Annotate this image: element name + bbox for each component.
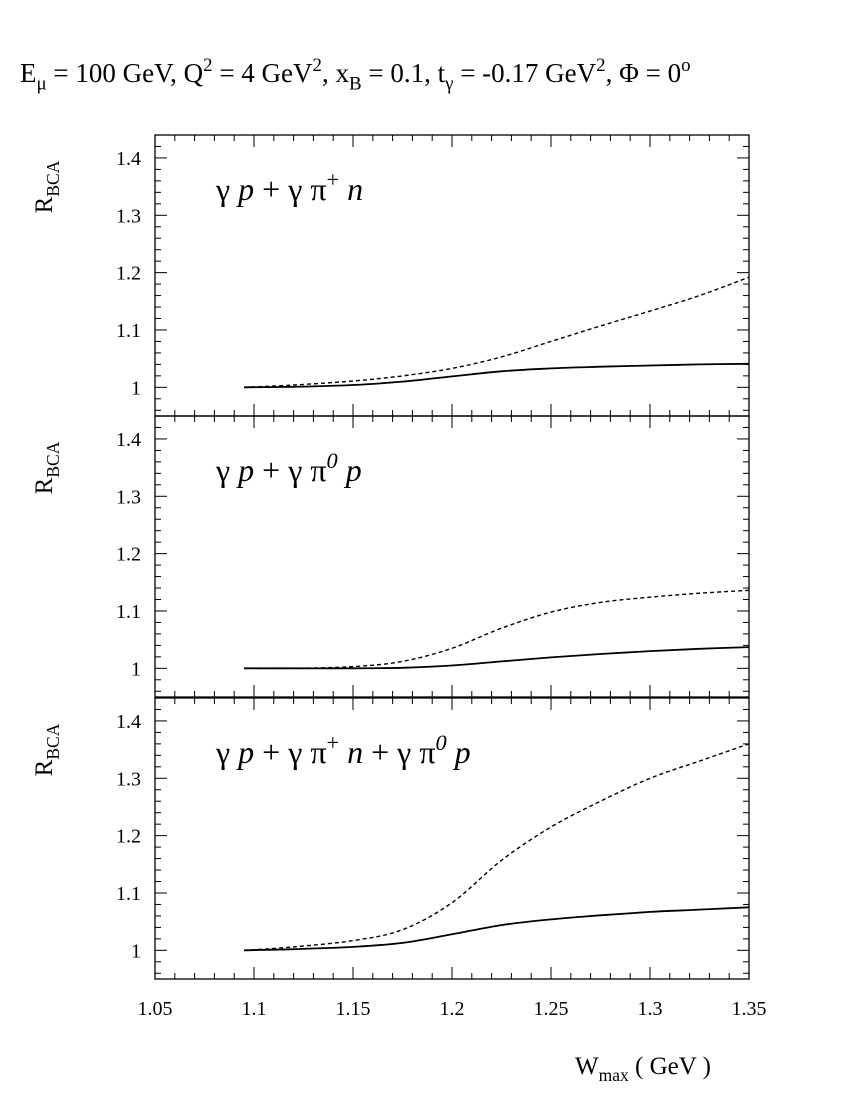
chart-title-part: , x [322, 58, 350, 88]
panel-annotation-part: + γ π [363, 734, 435, 770]
x-tick-label: 1.3 [638, 998, 663, 1020]
panel-annotation-part: n [347, 734, 363, 770]
chart-title-part: 2 [313, 55, 322, 76]
y-tick-label: 1.1 [116, 320, 141, 342]
chart-title-part: 2 [203, 55, 212, 76]
y-tick-label: 1 [131, 658, 141, 680]
chart-title-part: = -0.17 GeV [453, 58, 596, 88]
series-line-dashed [244, 743, 750, 951]
panel-annotation-part: γ [215, 734, 238, 770]
x-tick-label: 1.2 [440, 998, 465, 1020]
panel-2: 1 1.1 1.2 1.3 1.4 RBCA γ p + γ π0 p [31, 415, 750, 698]
panel-annotation-part: p [453, 734, 471, 770]
chart-title-part: E [20, 58, 37, 88]
y-tick-label: 1 [131, 940, 141, 962]
panel-annotation-part: p [344, 452, 362, 488]
y-axis-label-part: BCA [43, 441, 63, 477]
panel-annotation: γ p + γ π0 p [215, 448, 362, 488]
chart-title-part: = 0.1, t [362, 58, 446, 88]
chart-title-part: = 100 GeV, Q [47, 58, 204, 88]
series-line-dashed [244, 589, 750, 670]
panel-annotation-part: 0 [435, 730, 446, 755]
x-axis-label-part: ( GeV ) [629, 1053, 711, 1080]
y-axis-label: RBCA [31, 723, 63, 776]
y-axis-label: RBCA [31, 441, 63, 494]
y-tick-label: 1.4 [116, 429, 141, 451]
y-tick-label: 1.4 [116, 711, 141, 733]
y-axis-label-part: R [31, 196, 58, 213]
panel-3: 1 1.1 1.2 1.3 1.4 1.05 1.1 1.15 1.2 1.25 1.3 1.35 RB… [31, 697, 767, 1020]
panel-annotation-part: p [236, 452, 254, 488]
x-tick-label: 1.1 [242, 998, 267, 1020]
y-tick-label: 1.3 [116, 768, 141, 790]
panel-annotation-part: n [347, 171, 363, 207]
chart-title-part: B [349, 74, 362, 95]
panel-annotation-part: p [236, 734, 254, 770]
panel-annotation-part [338, 452, 346, 488]
series-line-solid [244, 646, 750, 670]
panel-annotation-part: + [326, 730, 339, 755]
panel-annotation: γ p + γ π+ n + γ π0 p [215, 730, 471, 770]
panel-annotation-part [447, 734, 455, 770]
y-axis-label-part: BCA [43, 160, 63, 196]
chart-title-part: o [681, 55, 690, 76]
x-axis-label: Wmax ( GeV ) [575, 1053, 711, 1085]
panel-annotation-part: + γ π [254, 734, 326, 770]
y-tick-label: 1.3 [116, 486, 141, 508]
y-tick-label: 1.2 [116, 544, 141, 566]
y-tick-label: 1 [131, 377, 141, 399]
panel-annotation-part [339, 734, 347, 770]
panel-annotation: γ p + γ π+ n [215, 167, 363, 207]
y-axis-label-part: R [31, 477, 58, 494]
panel-annotation-part: 0 [326, 448, 337, 473]
y-axis-label-part: BCA [43, 723, 63, 759]
panel-annotation-part: + γ π [254, 452, 326, 488]
panel-annotation-part: p [236, 171, 254, 207]
x-tick-label: 1.05 [138, 998, 173, 1020]
x-tick-label: 1.25 [534, 998, 569, 1020]
y-axis-label-part: R [31, 759, 58, 776]
y-tick-label: 1.2 [116, 263, 141, 285]
y-tick-label: 1.4 [116, 148, 141, 170]
panel-annotation-part: + γ π [254, 171, 326, 207]
x-axis-label-part: W [575, 1053, 599, 1080]
chart-title-part: γ [444, 74, 453, 95]
chart-title: Eμ = 100 GeV, Q2 = 4 GeV2, xB = 0.1, tγ … [20, 55, 691, 94]
panel-1: 1 1.1 1.2 1.3 1.4 RBCA γ p + γ π+ n [31, 134, 750, 417]
series-line-solid [244, 906, 750, 952]
x-tick-label: 1.35 [732, 998, 767, 1020]
chart-title-part: μ [37, 74, 47, 95]
x-tick-label: 1.15 [336, 998, 371, 1020]
panel-annotation-part [339, 171, 347, 207]
series-line-solid [244, 362, 750, 389]
y-axis-label: RBCA [31, 160, 63, 213]
chart-title-part: 2 [596, 55, 605, 76]
panel-annotation-part: γ [215, 171, 238, 207]
y-tick-label: 1.1 [116, 601, 141, 623]
x-axis-label-part: max [599, 1065, 629, 1085]
panel-annotation-part: γ [215, 452, 238, 488]
y-tick-label: 1.3 [116, 205, 141, 227]
y-tick-label: 1.1 [116, 883, 141, 905]
y-tick-label: 1.2 [116, 826, 141, 848]
series-line-dashed [244, 276, 750, 388]
panel-annotation-part: + [326, 167, 339, 192]
chart-title-part: , Φ = 0 [606, 58, 681, 88]
chart-title-part: = 4 GeV [213, 58, 313, 88]
